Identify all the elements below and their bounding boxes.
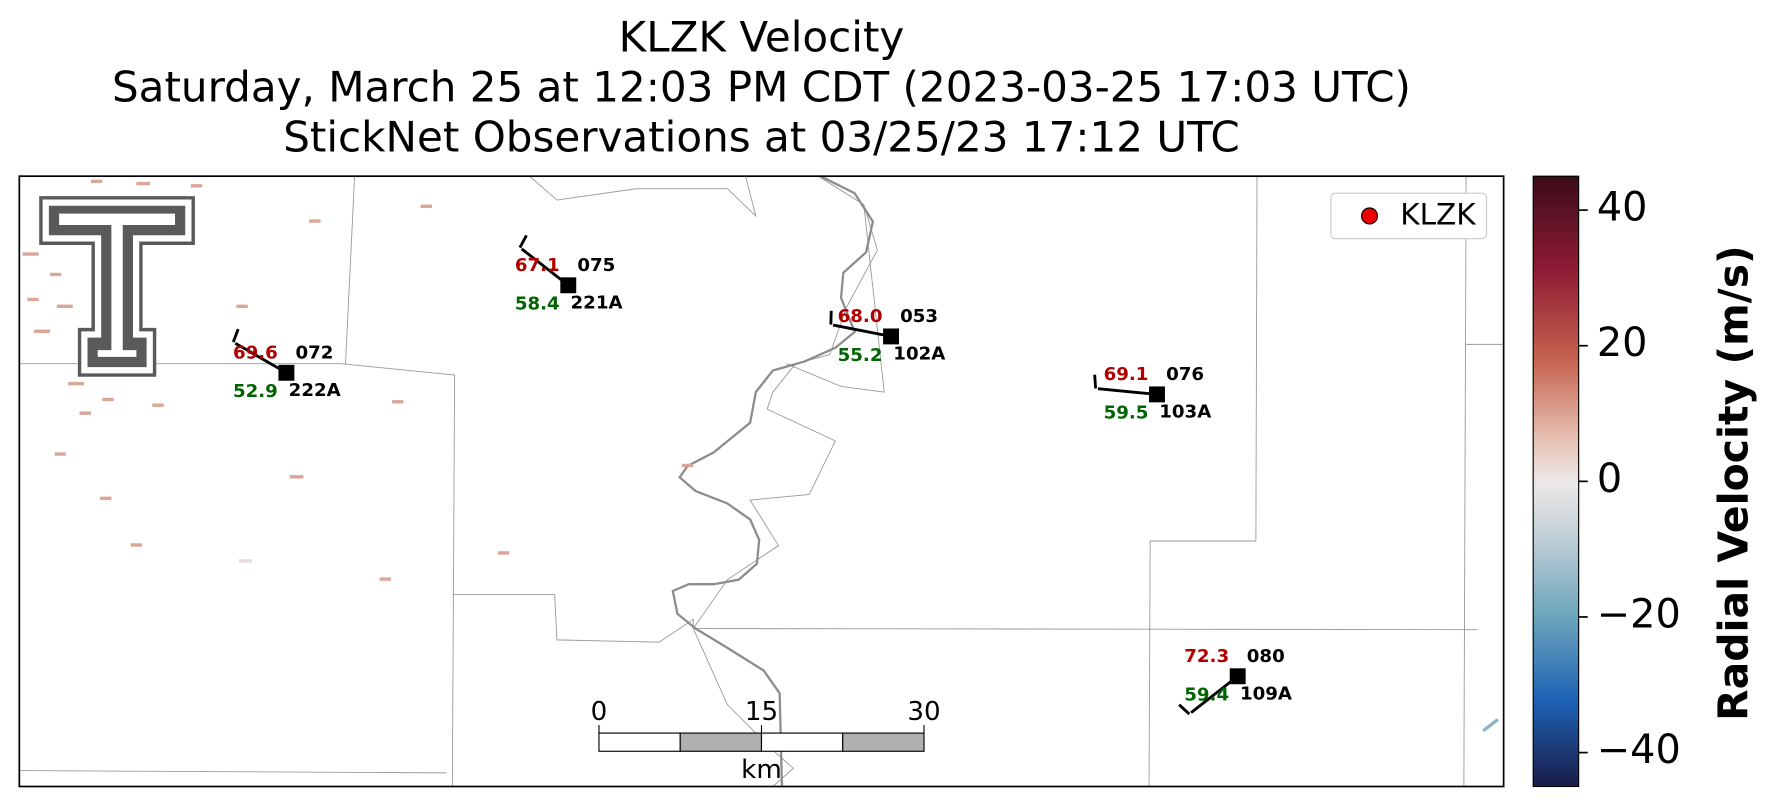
station-id: 109A	[1240, 683, 1292, 704]
colorbar: Radial Velocity (m/s) −40 −20 0 20 40	[1532, 175, 1758, 788]
station-marker	[883, 328, 900, 345]
wind-barb-flag	[518, 234, 528, 249]
colorbar-tick-label: 40	[1597, 185, 1648, 231]
colorbar-tick-label: 20	[1597, 320, 1648, 366]
colorbar-tick-label: −40	[1597, 727, 1681, 773]
station-code: 075	[577, 255, 615, 276]
wind-barb	[234, 342, 288, 375]
legend-marker	[1361, 207, 1379, 225]
county-borders	[19, 175, 1504, 787]
dewpoint: 58.4	[515, 294, 560, 315]
dewpoint: 55.2	[838, 345, 883, 366]
station-code: 072	[295, 342, 333, 363]
colorbar-tick-label: 0	[1597, 456, 1622, 502]
station-id: 221A	[571, 292, 623, 313]
dewpoint: 59.4	[1184, 685, 1229, 706]
temperature: 68.0	[838, 306, 883, 327]
station-code: 076	[1166, 364, 1204, 385]
scale-segment	[842, 732, 925, 752]
station: 68.0 053 55.2 102A	[829, 306, 945, 366]
title-line: KLZK Velocity	[619, 12, 905, 61]
map: 69.6 072 52.9 222A 67.1 075 58.4 221A 68.0 053 55.…	[18, 175, 1505, 788]
title-line: StickNet Observations at 03/25/23 17:12 …	[283, 112, 1240, 161]
scale-segment	[679, 732, 763, 752]
station-id: 102A	[893, 344, 945, 365]
station-marker	[560, 277, 577, 294]
station: 69.1 076 59.5 103A	[1093, 364, 1211, 424]
station-marker	[1149, 386, 1165, 403]
scale-tick-label: 0	[591, 697, 608, 727]
scale-tick-label: 15	[745, 697, 778, 727]
colorbar-label: Radial Velocity (m/s)	[1710, 245, 1758, 721]
scale-bar: km 0 15 30	[591, 697, 941, 785]
temperature: 67.1	[515, 255, 560, 276]
station-id: 222A	[289, 380, 341, 401]
station-marker	[1229, 668, 1246, 685]
station-id: 103A	[1159, 402, 1211, 423]
colorbar-tick-label: −20	[1597, 591, 1681, 637]
wind-barb-flag	[231, 328, 240, 343]
wind-barb-flag	[1178, 703, 1191, 716]
wind-barb	[832, 323, 892, 338]
station: 69.6 072 52.9 222A	[231, 328, 341, 402]
dewpoint: 52.9	[233, 381, 278, 402]
station-code: 080	[1247, 646, 1285, 667]
scale-unit: km	[741, 755, 782, 785]
station: 67.1 075 58.4 221A	[515, 234, 623, 315]
station-marker	[278, 364, 295, 381]
ttu-logo	[39, 196, 195, 377]
river	[671, 175, 875, 787]
temperature: 72.3	[1184, 646, 1229, 667]
wind-barb-flag	[1093, 374, 1098, 389]
station-code: 053	[900, 306, 938, 327]
legend-label: KLZK	[1400, 197, 1476, 231]
temperature: 69.6	[233, 342, 278, 363]
scale-tick-label: 30	[907, 697, 940, 727]
radar-returns	[22, 179, 694, 581]
title-line: Saturday, March 25 at 12:03 PM CDT (2023…	[112, 62, 1411, 111]
legend: KLZK	[1330, 192, 1488, 240]
wind-barb	[1097, 387, 1158, 396]
scale-segment	[598, 732, 681, 752]
station: 72.3 080 59.4 109A	[1178, 646, 1292, 716]
temperature: 69.1	[1104, 364, 1149, 385]
dewpoint: 59.5	[1104, 403, 1149, 424]
scale-segment	[760, 732, 844, 752]
